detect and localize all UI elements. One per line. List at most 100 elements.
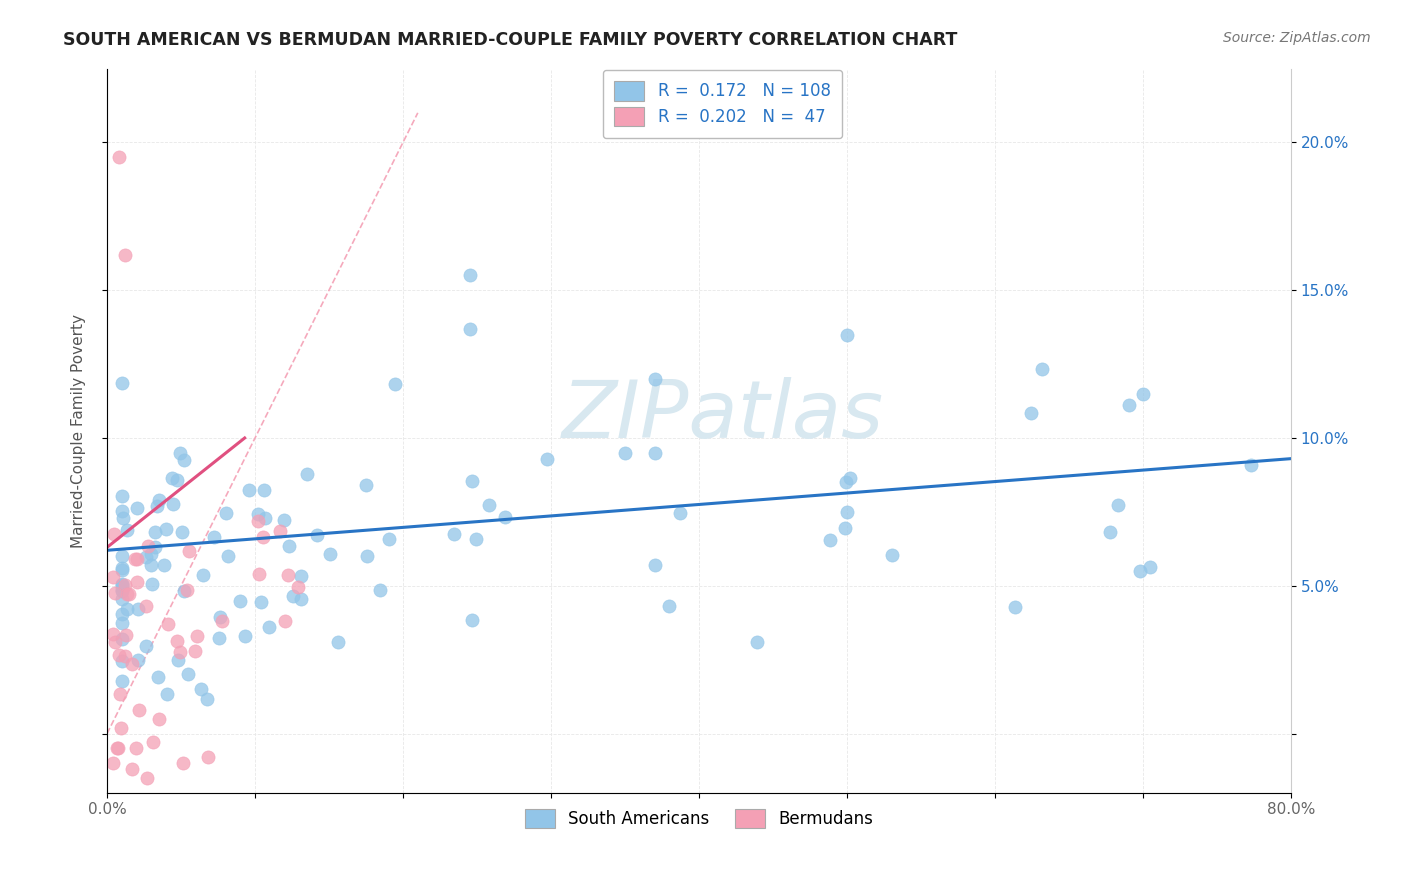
Point bbox=[170, 525, 193, 540]
Point bbox=[111, 583, 134, 598]
Point bbox=[461, 613, 484, 627]
Point bbox=[1132, 386, 1154, 401]
Point bbox=[252, 530, 274, 544]
Point bbox=[191, 567, 214, 582]
Point bbox=[197, 750, 219, 764]
Point bbox=[290, 569, 312, 583]
Point bbox=[613, 446, 636, 460]
Point bbox=[162, 497, 184, 511]
Point bbox=[644, 446, 666, 460]
Point bbox=[115, 523, 138, 537]
Point bbox=[162, 471, 184, 485]
Point bbox=[217, 549, 239, 564]
Point bbox=[125, 741, 148, 756]
Point bbox=[104, 634, 127, 648]
Point bbox=[747, 635, 769, 649]
Point bbox=[115, 602, 138, 616]
Point bbox=[111, 591, 134, 606]
Point bbox=[208, 631, 231, 645]
Point bbox=[658, 599, 681, 613]
Point bbox=[1107, 498, 1129, 512]
Point bbox=[104, 586, 127, 600]
Point bbox=[169, 446, 191, 460]
Point bbox=[111, 674, 134, 689]
Point bbox=[136, 539, 159, 553]
Point bbox=[186, 629, 208, 643]
Point bbox=[305, 528, 328, 542]
Point bbox=[111, 504, 134, 518]
Point bbox=[839, 471, 862, 485]
Point bbox=[269, 524, 291, 538]
Point bbox=[172, 756, 194, 770]
Point bbox=[114, 248, 136, 262]
Point bbox=[111, 632, 134, 646]
Point bbox=[166, 633, 188, 648]
Point bbox=[273, 513, 295, 527]
Point bbox=[124, 552, 146, 566]
Point bbox=[190, 682, 212, 697]
Point bbox=[295, 467, 318, 482]
Point bbox=[177, 667, 200, 681]
Point bbox=[135, 640, 157, 654]
Point bbox=[169, 645, 191, 659]
Point bbox=[127, 575, 149, 590]
Point bbox=[644, 558, 666, 572]
Point bbox=[107, 741, 129, 756]
Point bbox=[204, 530, 226, 544]
Point bbox=[136, 771, 159, 785]
Text: ZIPatlas: ZIPatlas bbox=[561, 377, 883, 455]
Point bbox=[111, 562, 134, 576]
Point bbox=[1240, 458, 1263, 472]
Point bbox=[326, 635, 349, 649]
Point bbox=[110, 721, 132, 735]
Point bbox=[103, 527, 125, 541]
Point bbox=[211, 614, 233, 628]
Point bbox=[111, 489, 134, 503]
Point bbox=[148, 493, 170, 508]
Point bbox=[127, 653, 149, 667]
Point bbox=[880, 548, 903, 562]
Point bbox=[356, 549, 378, 563]
Point bbox=[277, 539, 299, 553]
Point bbox=[111, 560, 134, 574]
Point bbox=[143, 525, 166, 540]
Point bbox=[1031, 362, 1053, 376]
Point bbox=[148, 712, 170, 726]
Point bbox=[125, 551, 148, 566]
Point bbox=[111, 510, 134, 524]
Point bbox=[215, 506, 238, 520]
Point bbox=[835, 505, 858, 519]
Point bbox=[257, 620, 280, 634]
Point bbox=[101, 570, 124, 584]
Point bbox=[167, 653, 190, 667]
Point bbox=[253, 483, 276, 497]
Point bbox=[111, 578, 134, 592]
Point bbox=[246, 514, 269, 528]
Point bbox=[247, 567, 270, 582]
Point bbox=[465, 532, 488, 546]
Point bbox=[384, 376, 406, 391]
Point bbox=[115, 628, 138, 642]
Point bbox=[111, 607, 134, 621]
Point bbox=[208, 609, 231, 624]
Point bbox=[128, 703, 150, 717]
Point bbox=[108, 150, 131, 164]
Point bbox=[111, 577, 134, 591]
Point bbox=[108, 687, 131, 701]
Point bbox=[277, 568, 299, 582]
Point bbox=[238, 483, 260, 497]
Point bbox=[443, 526, 465, 541]
Text: SOUTH AMERICAN VS BERMUDAN MARRIED-COUPLE FAMILY POVERTY CORRELATION CHART: SOUTH AMERICAN VS BERMUDAN MARRIED-COUPL… bbox=[63, 31, 957, 49]
Point bbox=[173, 584, 195, 599]
Point bbox=[254, 511, 277, 525]
Point bbox=[143, 541, 166, 555]
Point bbox=[111, 376, 134, 390]
Point bbox=[1004, 599, 1026, 614]
Point bbox=[135, 549, 157, 564]
Point bbox=[127, 602, 149, 616]
Point bbox=[177, 544, 200, 558]
Point bbox=[247, 507, 270, 521]
Point bbox=[458, 268, 481, 283]
Point bbox=[114, 577, 136, 591]
Point bbox=[354, 478, 377, 492]
